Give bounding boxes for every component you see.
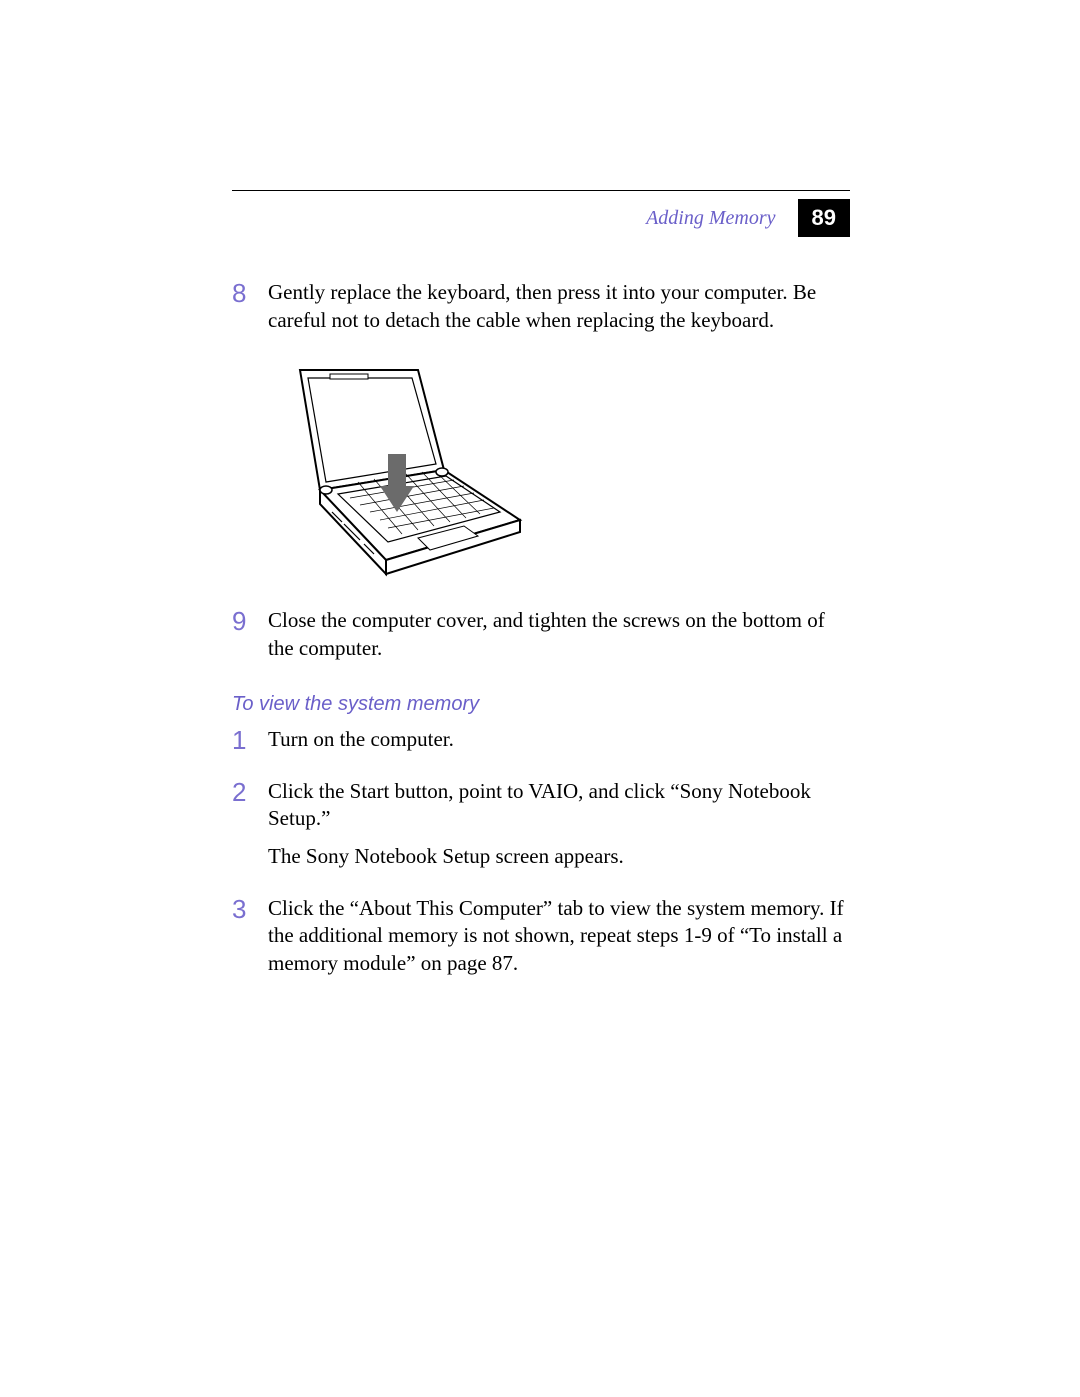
step-item: 2 Click the Start button, point to VAIO,… [232,778,850,881]
step-number: 2 [232,778,250,881]
step-item: 3 Click the “About This Computer” tab to… [232,895,850,988]
step-item: 8 Gently replace the keyboard, then pres… [232,279,850,344]
step-item: 9 Close the computer cover, and tighten … [232,607,850,672]
laptop-svg [268,362,528,582]
step-paragraph: Gently replace the keyboard, then press … [268,279,850,334]
step-item: 1 Turn on the computer. [232,726,850,764]
step-number: 1 [232,726,250,764]
step-text: Click the “About This Computer” tab to v… [268,895,850,988]
step-text: Close the computer cover, and tighten th… [268,607,850,672]
step-paragraph: Click the Start button, point to VAIO, a… [268,778,850,833]
step-number: 8 [232,279,250,344]
step-paragraph: The Sony Notebook Setup screen appears. [268,843,850,871]
step-text: Turn on the computer. [268,726,850,764]
step-number: 9 [232,607,250,672]
step-text: Gently replace the keyboard, then press … [268,279,850,344]
step-text: Click the Start button, point to VAIO, a… [268,778,850,881]
page-number-badge: 89 [798,199,850,237]
running-header: Adding Memory 89 [232,199,850,237]
subsection-heading: To view the system memory [232,693,850,716]
step-paragraph: Turn on the computer. [268,726,850,754]
step-paragraph: Click the “About This Computer” tab to v… [268,895,850,978]
step-number: 3 [232,895,250,988]
step-paragraph: Close the computer cover, and tighten th… [268,607,850,662]
laptop-illustration [268,362,850,587]
section-title: Adding Memory [646,207,775,230]
manual-page: Adding Memory 89 8 Gently replace the ke… [0,0,1080,1397]
header-rule [232,190,850,191]
